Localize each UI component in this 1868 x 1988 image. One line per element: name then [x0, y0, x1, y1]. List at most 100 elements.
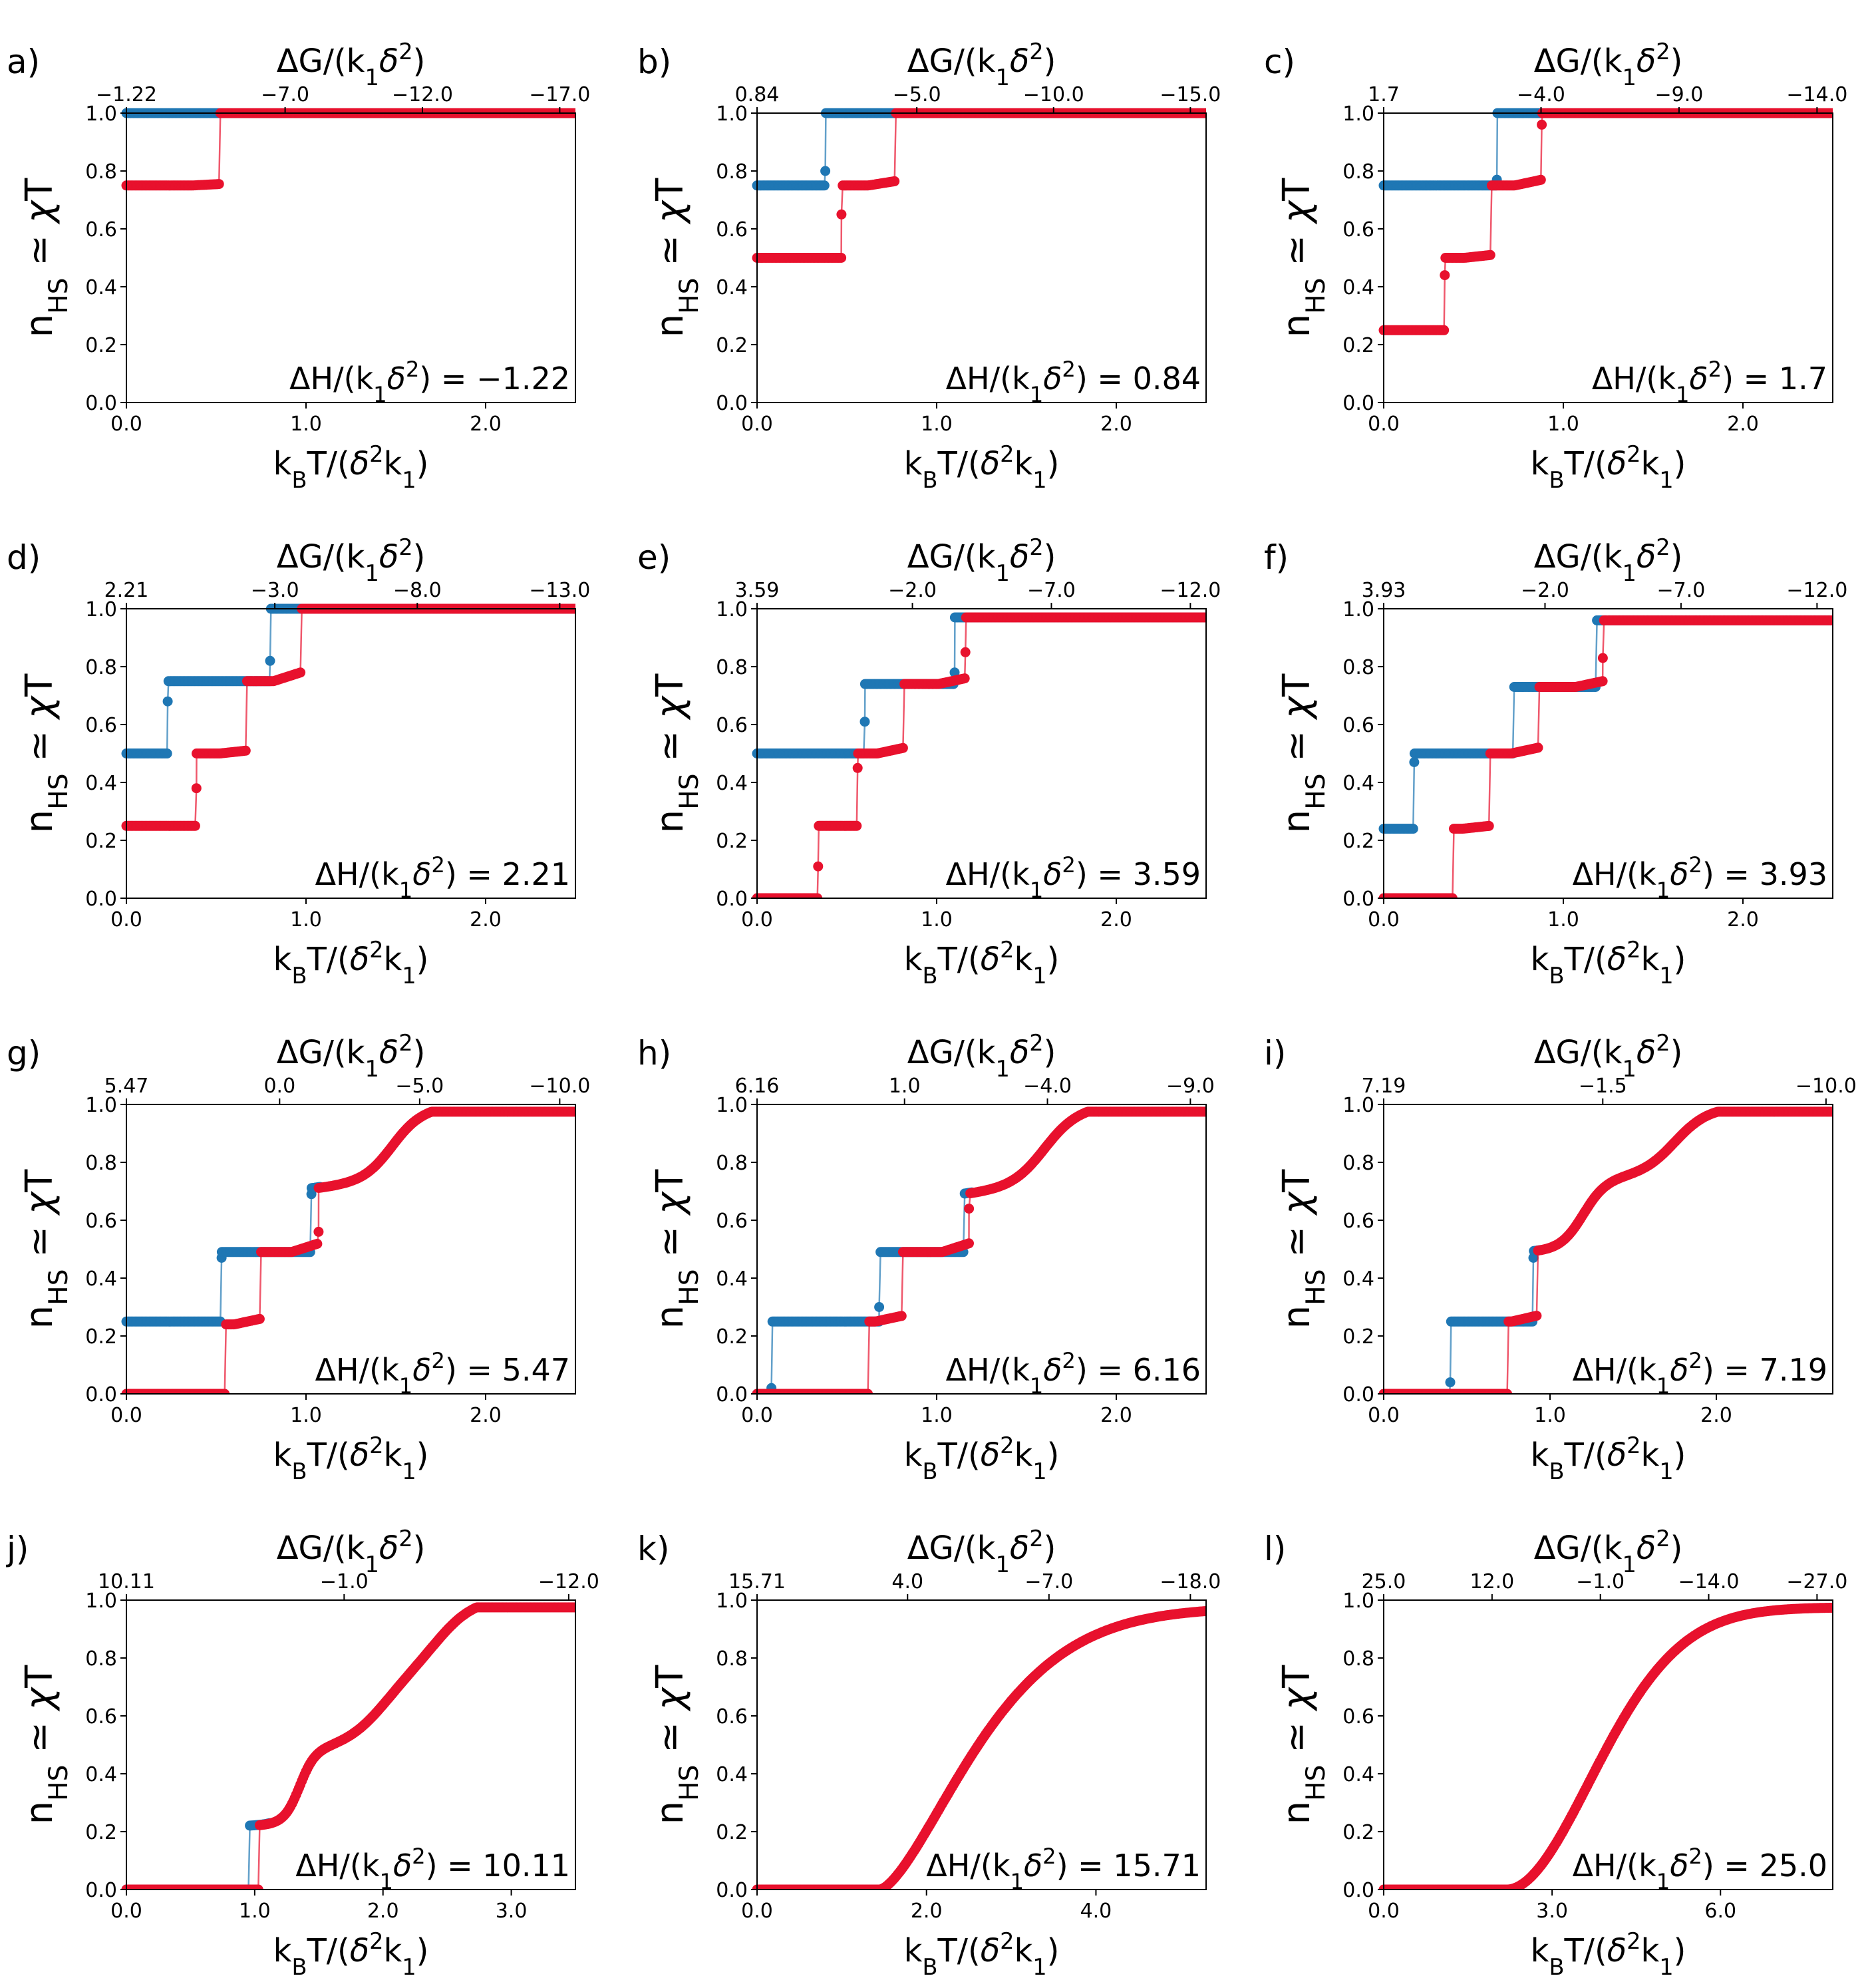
plot-area	[121, 603, 575, 831]
y-tick-label: 0.8	[85, 1152, 117, 1175]
y-axis-label: nHS ≃ χT	[649, 178, 704, 338]
y-tick-label: 1.0	[716, 102, 748, 126]
top-tick-label: −3.0	[251, 579, 299, 602]
top-tick-label: −12.0	[1160, 579, 1221, 602]
y-tick-label: 0.2	[85, 1325, 117, 1349]
top-tick-label: −7.0	[1656, 579, 1705, 602]
panel-f: f)0.00.20.40.60.81.00.0 1.0 2.03.93 −2.0 −7.…	[1264, 534, 1847, 989]
axes-frame	[756, 112, 1207, 403]
y-tick-label: 0.0	[85, 1383, 117, 1407]
y-axis-label: nHS ≃ χT	[649, 673, 704, 834]
blue-series-line	[757, 616, 1206, 754]
panel-c: c)0.00.20.40.60.81.00.0 1.0 2.01.7 −4.0 −9.0…	[1264, 39, 1847, 493]
red-point	[863, 1389, 873, 1394]
top-tick-label: 5.47	[104, 1075, 149, 1098]
x-axis-label: kBT/(δ2k1)	[273, 441, 429, 493]
blue-series-markers	[121, 603, 575, 758]
red-point	[1597, 676, 1608, 687]
x-axis-label: kBT/(δ2k1)	[1531, 441, 1686, 493]
x-tick-label: 1.0	[1547, 908, 1579, 931]
x-tick-label: 2.0	[470, 908, 502, 931]
y-tick-label: 0.8	[85, 160, 117, 184]
y-tick-label: 0.8	[1342, 656, 1374, 679]
dH-annotation: ΔH/(k1δ2) = 3.59	[946, 852, 1201, 903]
y-tick-label: 0.2	[716, 830, 748, 853]
x-axis-label: kBT/(δ2k1)	[273, 937, 429, 989]
top-tick-label: −13.0	[529, 579, 590, 602]
y-tick-label: 0.0	[85, 392, 117, 415]
plot-area	[121, 1106, 575, 1394]
dH-annotation: ΔH/(k1δ2) = 3.93	[1573, 852, 1827, 903]
x-axis-label: kBT/(δ2k1)	[904, 441, 1060, 493]
red-point	[897, 743, 908, 753]
panel-label: b)	[637, 43, 671, 81]
panel-a: a)0.00.20.40.60.81.00.0 1.0 2.0−1.22 −7.0 −1…	[7, 39, 590, 493]
red-point	[836, 209, 847, 220]
top-axis-label: ΔG/(k1δ2)	[1534, 39, 1683, 90]
y-axis-label: nHS ≃ χT	[18, 178, 74, 338]
red-point	[1535, 174, 1546, 185]
top-axis-label: ΔG/(k1δ2)	[1534, 534, 1683, 586]
y-tick-label: 0.2	[716, 334, 748, 357]
y-tick-label: 0.6	[716, 714, 748, 737]
red-point	[812, 893, 823, 898]
plot-area	[752, 612, 1206, 898]
red-point	[964, 1204, 975, 1214]
red-series-markers	[1378, 108, 1833, 335]
red-point	[852, 820, 862, 831]
y-axis-label: nHS ≃ χT	[1275, 673, 1331, 834]
top-tick-label: −8.0	[393, 579, 442, 602]
y-tick-label: 0.8	[716, 656, 748, 679]
panel-g: g)0.00.20.40.60.81.00.0 1.0 2.05.47 0.0 −5.0…	[7, 1030, 590, 1484]
x-tick-label: 2.0	[1100, 413, 1132, 436]
x-tick-label: 0.0	[110, 908, 142, 931]
red-series-markers	[752, 1106, 1206, 1394]
red-series-markers	[121, 603, 575, 831]
top-axis-label: ΔG/(k1δ2)	[907, 534, 1056, 586]
red-point	[852, 762, 863, 773]
blue-series-markers	[752, 108, 1206, 191]
x-tick-label: 1.0	[290, 413, 322, 436]
blue-series-line	[1384, 112, 1833, 187]
blue-point	[1408, 824, 1418, 834]
plot-area	[121, 108, 575, 191]
y-tick-label: 0.6	[85, 218, 117, 242]
y-tick-label: 0.8	[1342, 160, 1374, 184]
x-tick-label: 2.0	[470, 1404, 502, 1427]
top-tick-label: 0.0	[263, 1075, 295, 1098]
y-tick-label: 0.4	[1342, 772, 1374, 795]
dH-annotation: ΔH/(k1δ2) = 2.21	[315, 852, 570, 903]
red-point	[959, 673, 970, 684]
red-point	[220, 1389, 230, 1394]
blue-series-markers	[1378, 615, 1833, 834]
red-series-line	[126, 607, 575, 827]
red-point	[1440, 270, 1450, 281]
red-series-markers	[752, 612, 1206, 898]
top-tick-label: −9.0	[1655, 83, 1704, 106]
axes-frame	[126, 608, 576, 899]
y-axis-label: nHS ≃ χT	[1275, 178, 1331, 338]
y-tick-label: 0.6	[716, 218, 748, 242]
red-point	[214, 179, 224, 190]
y-tick-label: 0.0	[1342, 392, 1374, 415]
x-tick-label: 2.0	[1727, 413, 1759, 436]
y-tick-label: 0.6	[85, 1210, 117, 1233]
panel-h: h)0.00.20.40.60.81.00.0 1.0 2.06.16 1.0 −4.0…	[637, 1030, 1215, 1484]
red-point	[312, 1239, 323, 1249]
red-point	[836, 253, 847, 263]
red-series-line	[1384, 112, 1833, 331]
dH-annotation: ΔH/(k1δ2) = −1.22	[289, 357, 570, 407]
y-tick-label: 0.6	[1342, 218, 1374, 242]
red-point	[1483, 820, 1494, 831]
red-point	[896, 1311, 907, 1321]
red-point	[1439, 325, 1450, 335]
blue-series-line	[1384, 619, 1833, 830]
red-point	[813, 861, 824, 872]
top-tick-label: 3.93	[1362, 579, 1406, 602]
top-tick-label: −2.0	[1521, 579, 1569, 602]
y-tick-label: 0.4	[716, 276, 748, 299]
y-tick-label: 1.0	[85, 1094, 117, 1117]
top-tick-label: −7.0	[261, 83, 309, 106]
blue-series-markers	[121, 1182, 325, 1327]
